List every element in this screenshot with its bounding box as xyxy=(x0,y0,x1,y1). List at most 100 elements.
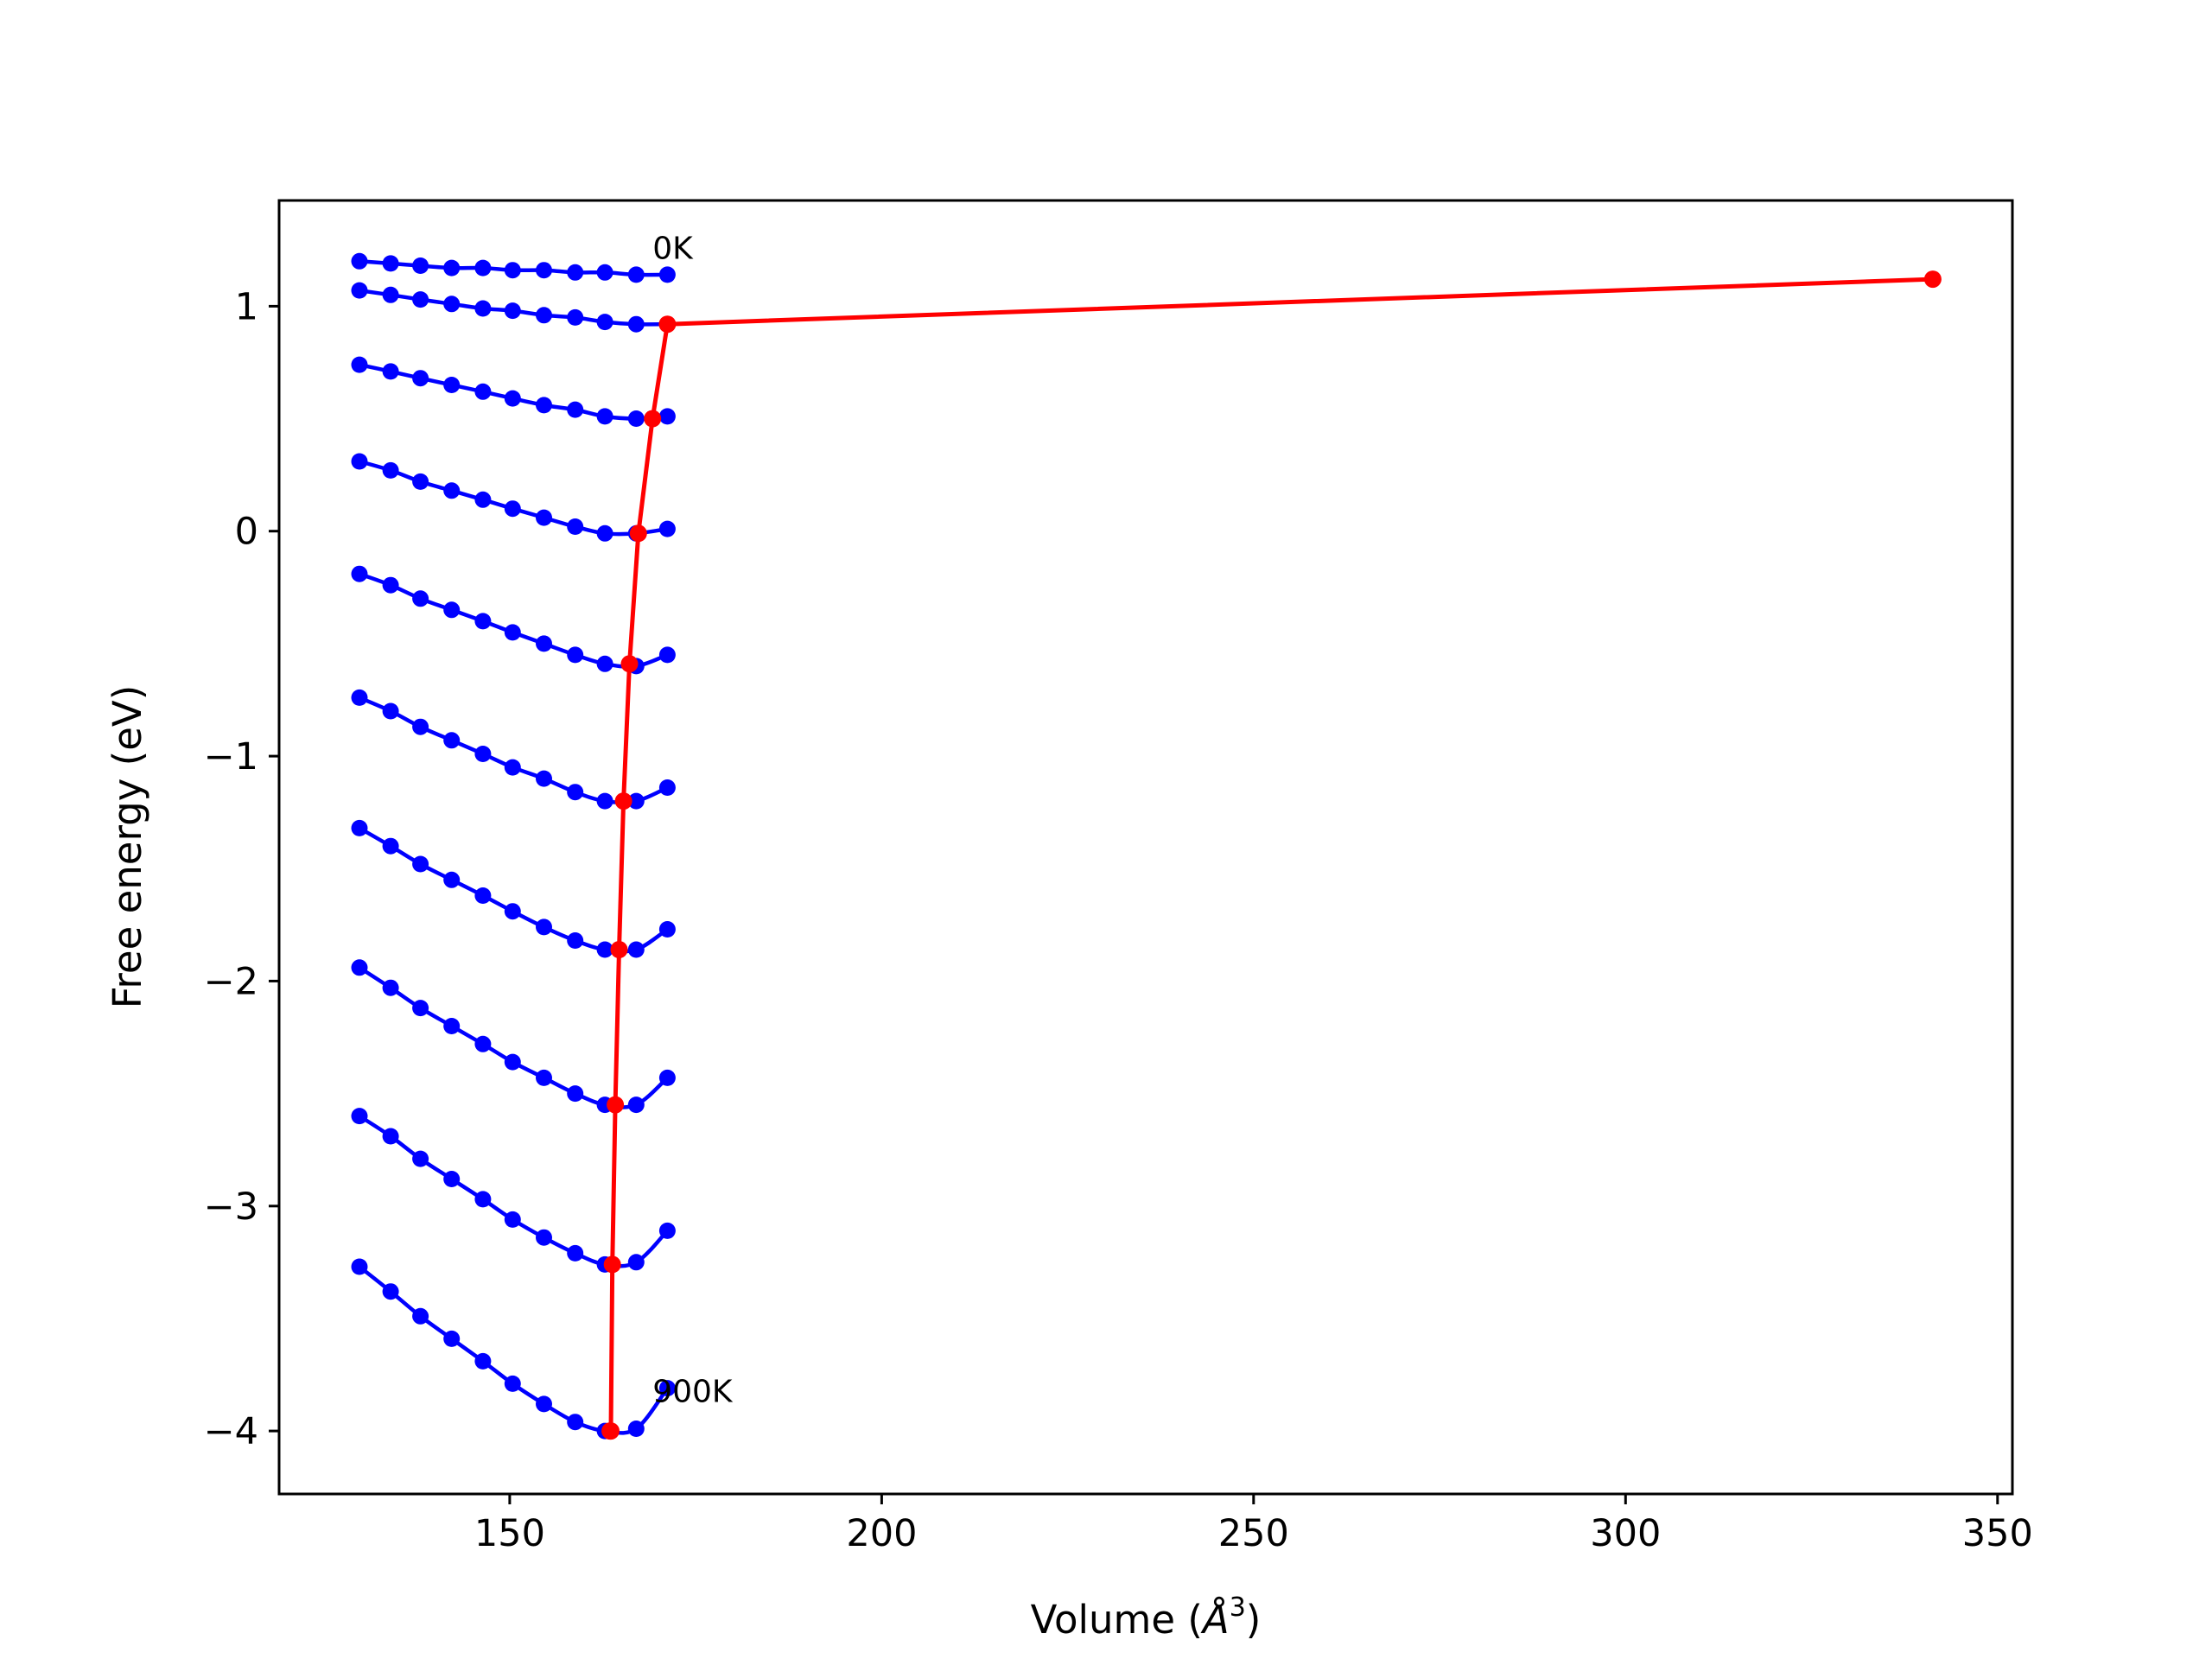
isotherm-point xyxy=(474,887,492,904)
isotherm-point xyxy=(474,1352,492,1370)
isotherm-point xyxy=(658,1222,676,1239)
isotherm-point xyxy=(536,307,552,324)
isotherm-point xyxy=(474,259,492,276)
isotherm-point xyxy=(412,291,429,308)
isotherm-point xyxy=(658,779,676,796)
isotherm-point xyxy=(382,837,399,855)
isotherm-point xyxy=(382,1128,399,1145)
isotherm-point xyxy=(351,565,368,582)
isotherm-point xyxy=(567,1414,584,1431)
minima-point xyxy=(620,655,639,673)
isotherm-point xyxy=(474,1035,492,1052)
isotherm-point xyxy=(351,1258,368,1275)
y-tick-label: 0 xyxy=(235,511,258,554)
isotherm-point xyxy=(412,1150,429,1167)
isotherm-point xyxy=(567,264,584,281)
isotherm-point xyxy=(627,410,645,427)
isotherm-point xyxy=(412,590,429,607)
isotherm-point xyxy=(412,257,429,274)
isotherm-point xyxy=(443,732,461,749)
minima-point xyxy=(610,941,628,958)
isotherm-point xyxy=(658,646,676,664)
isotherm-series xyxy=(351,959,676,1114)
isotherm-point xyxy=(474,383,492,400)
annotations: 0K 900K xyxy=(652,232,734,1410)
isotherm-point xyxy=(504,1211,521,1228)
isotherm-point xyxy=(627,1254,645,1271)
isotherm-point xyxy=(443,871,461,888)
x-axis-label: Volume (Å3) xyxy=(1031,1592,1262,1643)
isotherm-point xyxy=(658,408,676,425)
isotherm-point xyxy=(382,979,399,996)
isotherm-point xyxy=(443,296,461,313)
isotherm-point xyxy=(596,264,613,281)
isotherm-point xyxy=(567,518,584,535)
isotherm-point xyxy=(382,363,399,380)
isotherm-point xyxy=(382,576,399,594)
isotherm-point xyxy=(596,314,613,331)
isotherm-point xyxy=(382,702,399,720)
isotherm-point xyxy=(504,390,521,407)
isotherm-point xyxy=(658,520,676,537)
y-tick-label: −4 xyxy=(204,1410,258,1453)
isotherm-point xyxy=(443,1018,461,1034)
isotherm-point xyxy=(504,759,521,776)
isotherm-point xyxy=(443,259,461,276)
isotherm-point xyxy=(504,1375,521,1392)
isotherm-point xyxy=(627,315,645,333)
minima-point xyxy=(629,524,647,543)
isotherm-series xyxy=(351,819,676,958)
isotherm-point xyxy=(567,784,584,801)
isotherm-point xyxy=(351,1108,368,1125)
isotherm-point xyxy=(567,1085,584,1103)
isotherm-point xyxy=(504,1053,521,1071)
isotherm-point xyxy=(627,941,645,958)
y-axis-label: Free energy (eV) xyxy=(105,685,150,1008)
isotherm-point xyxy=(443,377,461,393)
isotherm-point xyxy=(536,262,552,279)
plot-frame xyxy=(277,199,2014,1496)
isotherm-point xyxy=(504,262,521,279)
isotherm-point xyxy=(504,302,521,320)
minima-point xyxy=(658,315,677,334)
y-tick-label: −1 xyxy=(204,735,258,779)
isotherm-point xyxy=(658,1380,676,1397)
isotherm-point xyxy=(536,509,552,526)
isotherm-point xyxy=(536,770,552,787)
isotherm-point xyxy=(351,252,368,270)
isotherm-point xyxy=(596,792,613,810)
isotherm-point xyxy=(382,286,399,303)
isotherm-point xyxy=(443,482,461,499)
isotherm-point xyxy=(443,1330,461,1347)
minima-series xyxy=(601,270,1942,1440)
isotherm-point xyxy=(627,1096,645,1114)
isotherm-point xyxy=(412,855,429,873)
isotherm-series xyxy=(351,252,676,283)
isotherm-point xyxy=(596,941,613,958)
isotherm-point xyxy=(536,1229,552,1246)
minima-point xyxy=(601,1422,620,1440)
x-tick-label: 250 xyxy=(1218,1512,1289,1555)
temperature-annotation: 900K xyxy=(652,1374,734,1409)
minima-point xyxy=(614,792,632,810)
isotherm-point xyxy=(474,1191,492,1208)
isotherm-point xyxy=(412,1000,429,1017)
isotherm-point xyxy=(536,918,552,936)
isotherm-point xyxy=(627,1421,645,1437)
isotherm-point xyxy=(536,1395,552,1413)
isotherm-point xyxy=(351,959,368,976)
minima-point xyxy=(603,1255,621,1274)
isotherm-point xyxy=(443,601,461,619)
isotherm-point xyxy=(504,500,521,518)
y-tick-label: −2 xyxy=(204,960,258,1003)
isotherm-point xyxy=(596,524,613,542)
x-tick-label: 300 xyxy=(1590,1512,1661,1555)
isotherm-point xyxy=(412,473,429,490)
isotherm-point xyxy=(382,255,399,272)
isotherm-point xyxy=(504,624,521,641)
y-tick-label: 1 xyxy=(235,285,258,328)
isotherm-point xyxy=(474,613,492,630)
isotherm-point xyxy=(567,401,584,418)
x-axis: 150 200 250 300 350 xyxy=(474,1494,2033,1555)
isotherm-point xyxy=(567,1244,584,1262)
